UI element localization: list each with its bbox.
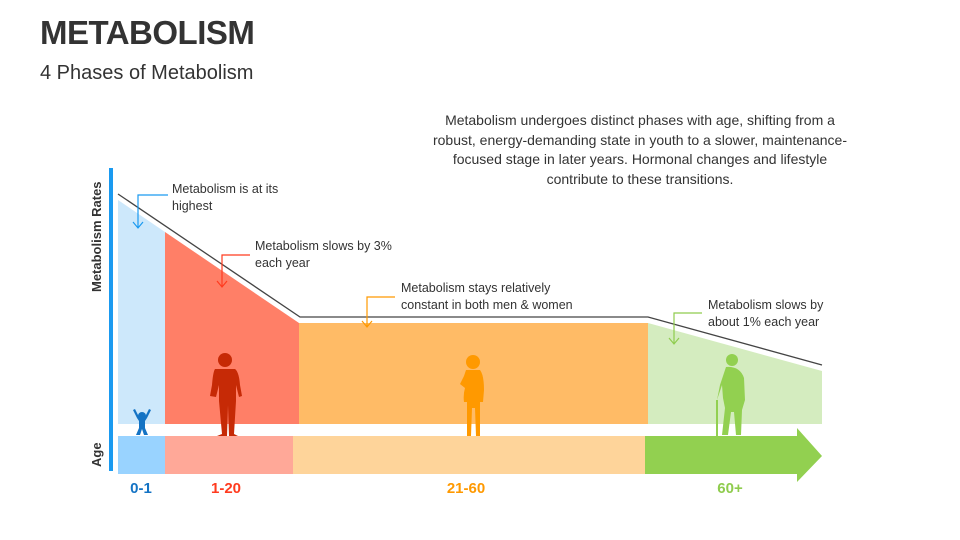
age-label-60-plus: 60+	[717, 480, 743, 497]
young-person-icon	[210, 353, 242, 436]
annotation-21-60: Metabolism stays relatively constant in …	[401, 281, 573, 312]
metabolism-trend-line	[117, 193, 823, 366]
annotation-60-plus: Metabolism slows by about 1% each year	[708, 298, 824, 329]
callout-connector	[366, 296, 395, 327]
elderly-person-icon	[716, 354, 745, 436]
phase-region-0-1	[118, 200, 165, 424]
age-label-21-60: 21-60	[446, 480, 486, 497]
adult-woman-icon	[460, 355, 484, 436]
annotation-1-20: Metabolism slows by 3% each year	[255, 239, 392, 270]
phase-region-1-20	[165, 232, 299, 424]
baby-icon	[133, 409, 151, 435]
callout-connector	[673, 312, 702, 344]
age-bar-1-20	[165, 436, 293, 474]
annotation-0-1: Metabolism is at its highest	[172, 182, 279, 213]
age-arrow-60-plus	[645, 428, 822, 482]
age-bar-21-60	[293, 436, 645, 474]
page-title: METABOLISM	[40, 14, 255, 51]
age-axis-label: Age	[89, 442, 104, 467]
age-label-1-20: 1-20	[210, 480, 242, 497]
axis-bar	[109, 168, 113, 471]
age-label-0-1: 0-1	[130, 480, 152, 497]
age-bar-0-1	[118, 436, 165, 474]
callout-connector	[221, 254, 250, 287]
y-axis-label: Metabolism Rates	[89, 181, 104, 292]
description: Metabolism undergoes distinct phases wit…	[432, 112, 848, 187]
page-subtitle: 4 Phases of Metabolism	[40, 62, 254, 84]
callout-connector	[137, 194, 168, 228]
